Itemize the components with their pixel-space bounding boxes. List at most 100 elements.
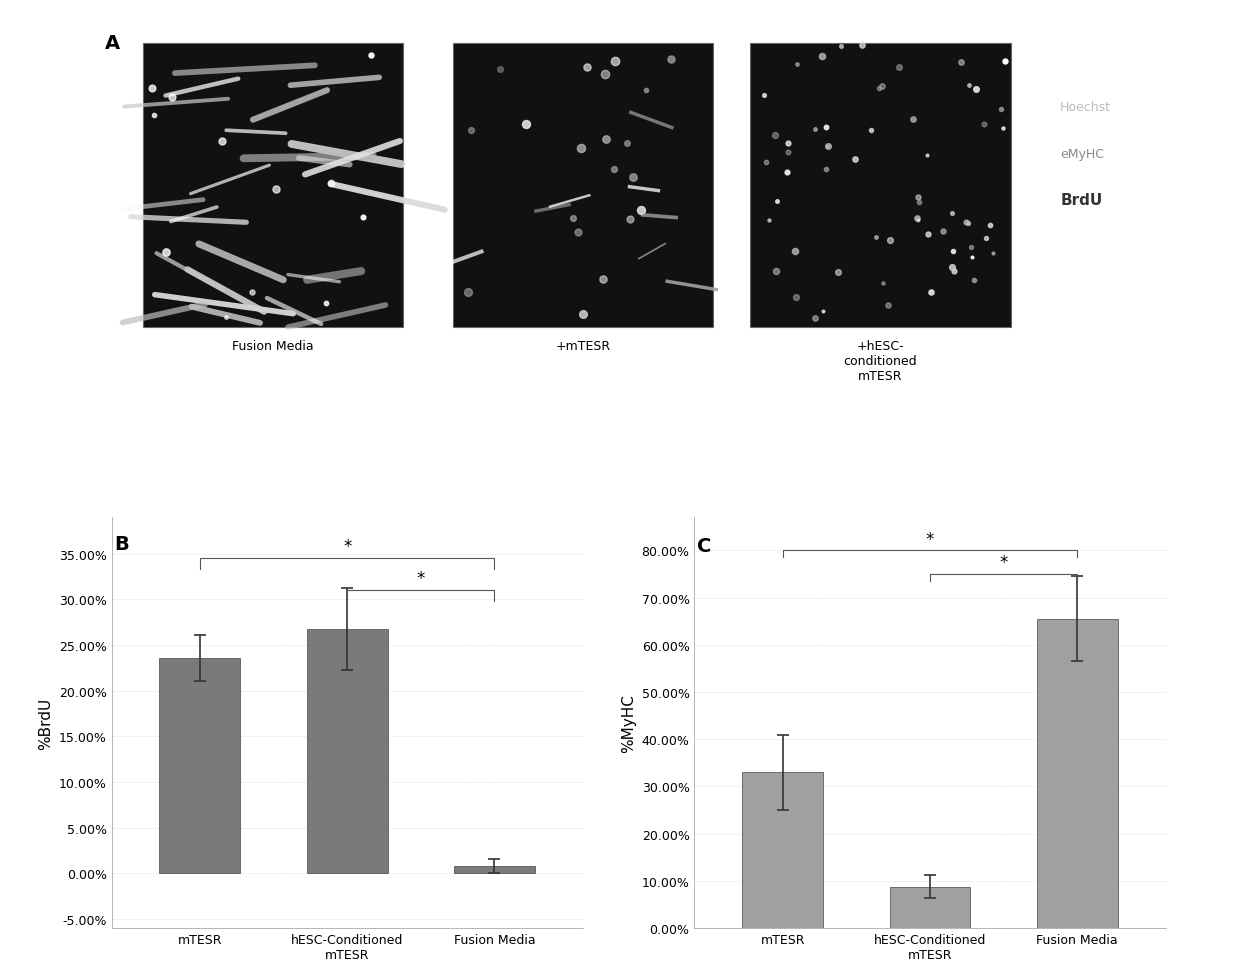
Point bbox=[595, 67, 615, 83]
Bar bbox=[143, 44, 403, 327]
Bar bbox=[160, 658, 241, 873]
Point bbox=[944, 244, 963, 260]
Point bbox=[618, 136, 637, 151]
Point bbox=[831, 39, 851, 55]
Point bbox=[852, 38, 872, 54]
Point bbox=[568, 226, 588, 241]
Point bbox=[942, 261, 962, 276]
Point bbox=[604, 162, 624, 178]
Point bbox=[620, 212, 640, 228]
Point bbox=[873, 276, 893, 291]
Point bbox=[904, 111, 924, 127]
Point bbox=[862, 123, 882, 139]
Point bbox=[516, 117, 536, 133]
Text: *: * bbox=[343, 537, 351, 555]
Point bbox=[593, 272, 613, 287]
Point bbox=[908, 211, 928, 227]
Point bbox=[361, 48, 381, 64]
Point bbox=[991, 102, 1011, 117]
Point bbox=[759, 213, 779, 229]
Point bbox=[980, 218, 999, 234]
Text: Hoechst: Hoechst bbox=[1060, 101, 1111, 114]
Point bbox=[828, 266, 848, 281]
Point bbox=[267, 183, 286, 198]
Point bbox=[918, 228, 937, 243]
Bar bbox=[743, 773, 823, 928]
Point bbox=[595, 132, 615, 148]
Point bbox=[765, 264, 785, 279]
Point bbox=[879, 298, 899, 314]
Point bbox=[976, 232, 996, 247]
Text: +hESC-
conditioned
mTESR: +hESC- conditioned mTESR bbox=[843, 339, 918, 382]
Point bbox=[631, 203, 651, 219]
Text: *: * bbox=[999, 554, 1008, 572]
Point bbox=[880, 233, 900, 248]
Point bbox=[490, 63, 510, 78]
Point bbox=[816, 162, 836, 178]
Text: +mTESR: +mTESR bbox=[556, 339, 610, 353]
Point bbox=[818, 139, 838, 154]
Point bbox=[921, 284, 941, 300]
Y-axis label: %MyHC: %MyHC bbox=[621, 694, 636, 752]
Point bbox=[605, 54, 625, 69]
Bar bbox=[306, 629, 388, 873]
Point bbox=[458, 284, 477, 300]
Text: Fusion Media: Fusion Media bbox=[232, 339, 314, 353]
Point bbox=[959, 78, 978, 94]
Point bbox=[216, 310, 236, 325]
Point bbox=[156, 245, 176, 261]
Point bbox=[942, 206, 962, 222]
Point bbox=[872, 79, 892, 95]
Text: B: B bbox=[114, 534, 129, 553]
Point bbox=[353, 210, 373, 226]
Point bbox=[785, 244, 805, 260]
Bar bbox=[750, 44, 1011, 327]
Point bbox=[321, 176, 341, 191]
Point bbox=[817, 139, 837, 154]
Bar bbox=[454, 867, 534, 873]
Point bbox=[844, 152, 864, 168]
Point bbox=[993, 121, 1013, 137]
Point bbox=[932, 224, 952, 239]
Bar bbox=[1037, 619, 1117, 928]
Bar bbox=[889, 887, 971, 928]
Point bbox=[777, 165, 797, 181]
Point bbox=[962, 250, 982, 266]
Point bbox=[768, 194, 787, 210]
Point bbox=[959, 216, 978, 232]
Point bbox=[916, 149, 936, 164]
Point bbox=[316, 296, 336, 312]
Point bbox=[951, 55, 971, 70]
Point bbox=[956, 215, 976, 231]
Point bbox=[966, 82, 986, 98]
Point bbox=[212, 135, 232, 150]
Text: *: * bbox=[417, 570, 425, 587]
Text: eMyHC: eMyHC bbox=[1060, 148, 1104, 160]
Point bbox=[242, 284, 262, 300]
Point bbox=[577, 60, 596, 75]
Point bbox=[889, 61, 909, 76]
Point bbox=[573, 307, 593, 322]
Point bbox=[805, 122, 825, 138]
Point bbox=[909, 194, 929, 210]
Point bbox=[754, 88, 774, 104]
Point bbox=[756, 154, 776, 170]
Point bbox=[982, 246, 1002, 262]
Point bbox=[813, 304, 833, 319]
Text: BrdU: BrdU bbox=[1060, 192, 1102, 208]
Text: *: * bbox=[926, 530, 934, 548]
Point bbox=[816, 120, 836, 136]
Point bbox=[961, 240, 981, 256]
Point bbox=[806, 311, 826, 326]
Point bbox=[563, 211, 583, 227]
Bar bbox=[453, 44, 713, 327]
Point bbox=[787, 57, 807, 72]
Text: C: C bbox=[697, 536, 712, 556]
Point bbox=[909, 213, 929, 229]
Point bbox=[143, 81, 162, 97]
Point bbox=[963, 273, 983, 288]
Point bbox=[975, 116, 994, 132]
Point bbox=[144, 108, 164, 124]
Point bbox=[570, 142, 590, 157]
Point bbox=[624, 170, 644, 186]
